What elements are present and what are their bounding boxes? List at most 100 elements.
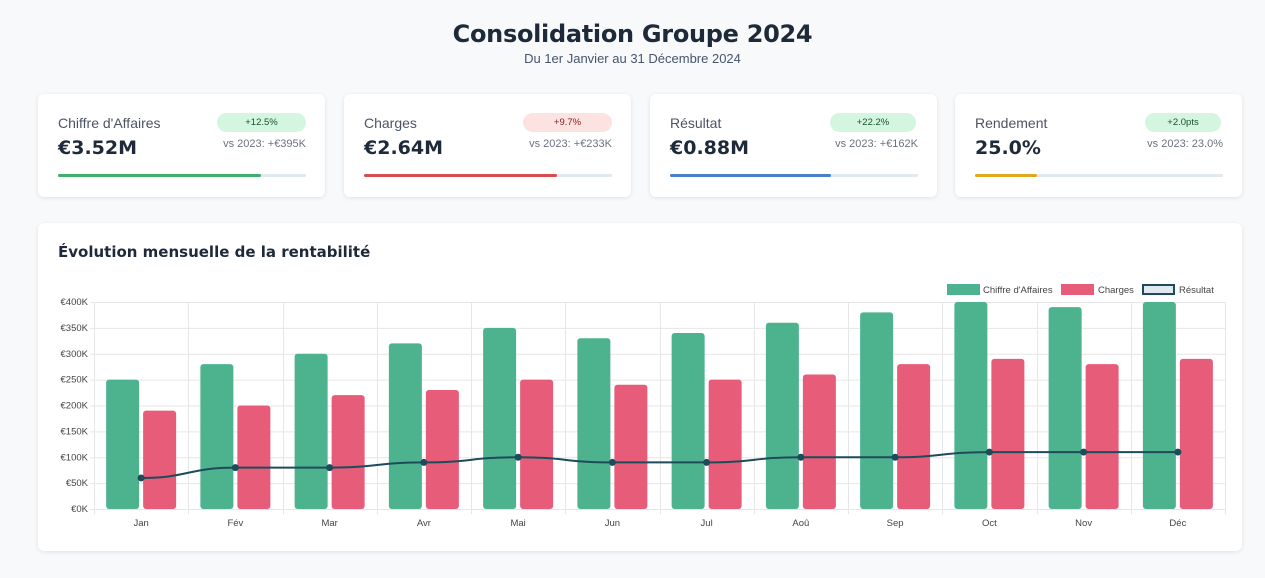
kpi-progress-fill: [58, 174, 262, 177]
bar-revenue: [577, 338, 611, 509]
y-tick-label: €0K: [71, 504, 89, 515]
bar-charges: [991, 358, 1025, 509]
kpi-label: Rendement: [975, 115, 1048, 131]
bar-revenue: [1142, 302, 1176, 509]
legend-swatch-result: [1142, 284, 1175, 295]
bar-charges: [143, 410, 177, 509]
legend-label: Chiffre d'Affaires: [983, 285, 1053, 296]
point-result: [137, 474, 145, 482]
x-tick-label: Fév: [227, 518, 243, 529]
kpi-badge: +9.7%: [523, 113, 612, 132]
bar-revenue: [1048, 307, 1082, 509]
bar-revenue: [860, 312, 894, 509]
point-result: [797, 453, 805, 461]
kpi-progress-fill: [670, 174, 832, 177]
y-tick-label: €250K: [61, 375, 89, 386]
point-result: [1174, 448, 1182, 456]
y-tick-label: €150K: [61, 426, 89, 437]
y-tick-label: €50K: [66, 478, 89, 489]
dashboard-header: Consolidation Groupe 2024 Du 1er Janvier…: [0, 20, 1265, 66]
point-result: [231, 464, 239, 472]
bar-revenue: [671, 333, 705, 509]
kpi-progress-track: [670, 174, 918, 177]
bar-charges: [331, 395, 365, 509]
bar-revenue: [483, 327, 517, 509]
y-tick-label: €300K: [61, 349, 89, 360]
x-tick-label: Jun: [605, 518, 620, 529]
bar-charges: [614, 384, 648, 509]
x-tick-label: Jul: [701, 518, 713, 529]
kpi-badge: +22.2%: [830, 113, 916, 132]
point-result: [420, 458, 428, 466]
kpi-comparison: vs 2023: +€233K: [529, 138, 612, 150]
profitability-chart: €0K €50K €100K €150K €200K €250K €300K €350K €40…: [61, 284, 1226, 529]
chart-panel: Évolution mensuelle de la rentabilité €0…: [38, 223, 1242, 551]
kpi-progress-fill: [364, 174, 558, 177]
kpi-progress-fill: [975, 174, 1037, 177]
kpi-card-result: Résultat €0.88M +22.2% vs 2023: +€162K: [650, 94, 937, 197]
bar-charges: [708, 379, 742, 509]
bar-revenue: [106, 379, 140, 509]
kpi-value: €0.88M: [670, 137, 750, 159]
bar-charges: [897, 364, 931, 509]
kpi-progress-track: [58, 174, 306, 177]
legend-label: Charges: [1098, 285, 1134, 296]
point-result: [891, 453, 899, 461]
kpi-label: Chiffre d'Affaires: [58, 115, 161, 131]
kpi-comparison: vs 2023: 23.0%: [1147, 138, 1223, 150]
kpi-progress-track: [975, 174, 1223, 177]
kpi-value: €2.64M: [364, 137, 444, 159]
chart-title: Évolution mensuelle de la rentabilité: [58, 243, 371, 261]
kpi-label: Charges: [364, 115, 417, 131]
bar-charges: [520, 379, 554, 509]
kpi-comparison: vs 2023: +€162K: [835, 138, 918, 150]
kpi-value: €3.52M: [58, 137, 138, 159]
bar-charges: [425, 389, 459, 509]
kpi-card-yield: Rendement 25.0% +2.0pts vs 2023: 23.0%: [955, 94, 1242, 197]
kpi-value: 25.0%: [975, 137, 1041, 159]
legend-label: Résultat: [1179, 285, 1214, 296]
bar-charges: [1179, 358, 1213, 509]
bar-charges: [237, 405, 271, 509]
legend-swatch-charges: [1061, 284, 1094, 295]
bar-revenue: [388, 343, 422, 509]
x-tick-label: Mai: [510, 518, 525, 529]
point-result: [326, 464, 334, 472]
point-result: [514, 453, 522, 461]
page-subtitle: Du 1er Janvier au 31 Décembre 2024: [524, 51, 741, 66]
kpi-card-revenue: Chiffre d'Affaires €3.52M +12.5% vs 2023…: [38, 94, 325, 197]
chart-legend: Chiffre d'Affaires Charges Résultat: [947, 284, 1214, 296]
page-title: Consolidation Groupe 2024: [452, 20, 813, 48]
x-tick-label: Mar: [321, 518, 337, 529]
line-result: [141, 451, 1178, 479]
y-tick-label: €350K: [61, 323, 89, 334]
y-tick-label: €200K: [61, 401, 89, 412]
x-tick-label: Déc: [1169, 518, 1186, 529]
bar-revenue: [954, 302, 988, 509]
kpi-cards: Chiffre d'Affaires €3.52M +12.5% vs 2023…: [38, 94, 1242, 197]
x-tick-label: Oct: [982, 518, 997, 529]
bar-charges: [1085, 364, 1119, 509]
bar-revenue: [765, 322, 799, 509]
bar-charges: [802, 374, 836, 509]
kpi-comparison: vs 2023: +€395K: [223, 138, 306, 150]
kpi-badge: +2.0pts: [1145, 113, 1221, 132]
kpi-card-charges: Charges €2.64M +9.7% vs 2023: +€233K: [344, 94, 631, 197]
x-tick-label: Nov: [1075, 518, 1092, 529]
x-tick-label: Sep: [887, 518, 904, 529]
y-tick-label: €400K: [61, 297, 89, 308]
x-tick-label: Avr: [417, 518, 431, 529]
legend-swatch-revenue: [947, 284, 980, 295]
point-result: [703, 458, 711, 466]
kpi-progress-track: [364, 174, 612, 177]
point-result: [985, 448, 993, 456]
kpi-label: Résultat: [670, 115, 722, 131]
point-result: [608, 458, 616, 466]
bar-revenue: [200, 364, 234, 509]
x-tick-label: Jan: [133, 518, 148, 529]
x-tick-label: Aoû: [792, 518, 809, 529]
kpi-badge: +12.5%: [217, 113, 306, 132]
bar-revenue: [294, 353, 328, 509]
y-tick-label: €100K: [61, 452, 89, 463]
point-result: [1080, 448, 1088, 456]
